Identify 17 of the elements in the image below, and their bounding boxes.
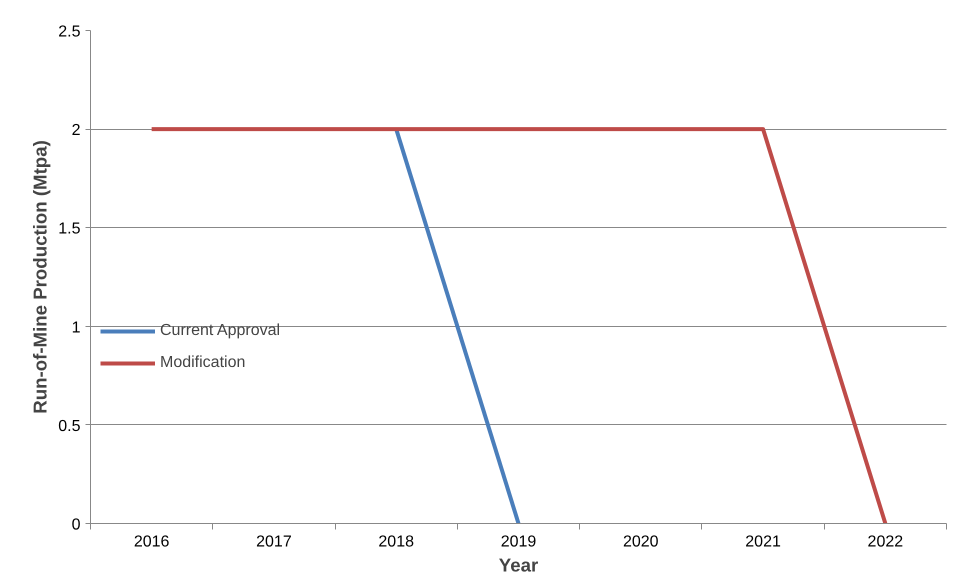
x-tick-label: 2018 xyxy=(378,534,414,550)
y-tick-label: 2 xyxy=(72,122,81,140)
y-tick-label: 2.5 xyxy=(58,24,81,40)
legend-label: Modification xyxy=(160,354,246,372)
x-tick-label: 2022 xyxy=(868,534,904,550)
x-axis-title: Year xyxy=(498,554,538,576)
y-tick-label: 1.5 xyxy=(58,220,81,238)
x-tick-label: 2019 xyxy=(500,534,536,550)
y-tick-label: 0.5 xyxy=(58,418,81,435)
x-tick-label: 2021 xyxy=(745,534,781,550)
legend-label: Current Approval xyxy=(160,322,280,340)
x-tick-label: 2020 xyxy=(622,534,659,550)
x-tick-label: 2016 xyxy=(134,534,170,550)
x-tick-label: 2017 xyxy=(256,534,292,550)
y-axis-title: Run-of-Mine Production (Mtpa) xyxy=(29,140,50,414)
y-tick-label: 0 xyxy=(72,516,81,534)
y-tick-label: 1 xyxy=(72,319,81,336)
